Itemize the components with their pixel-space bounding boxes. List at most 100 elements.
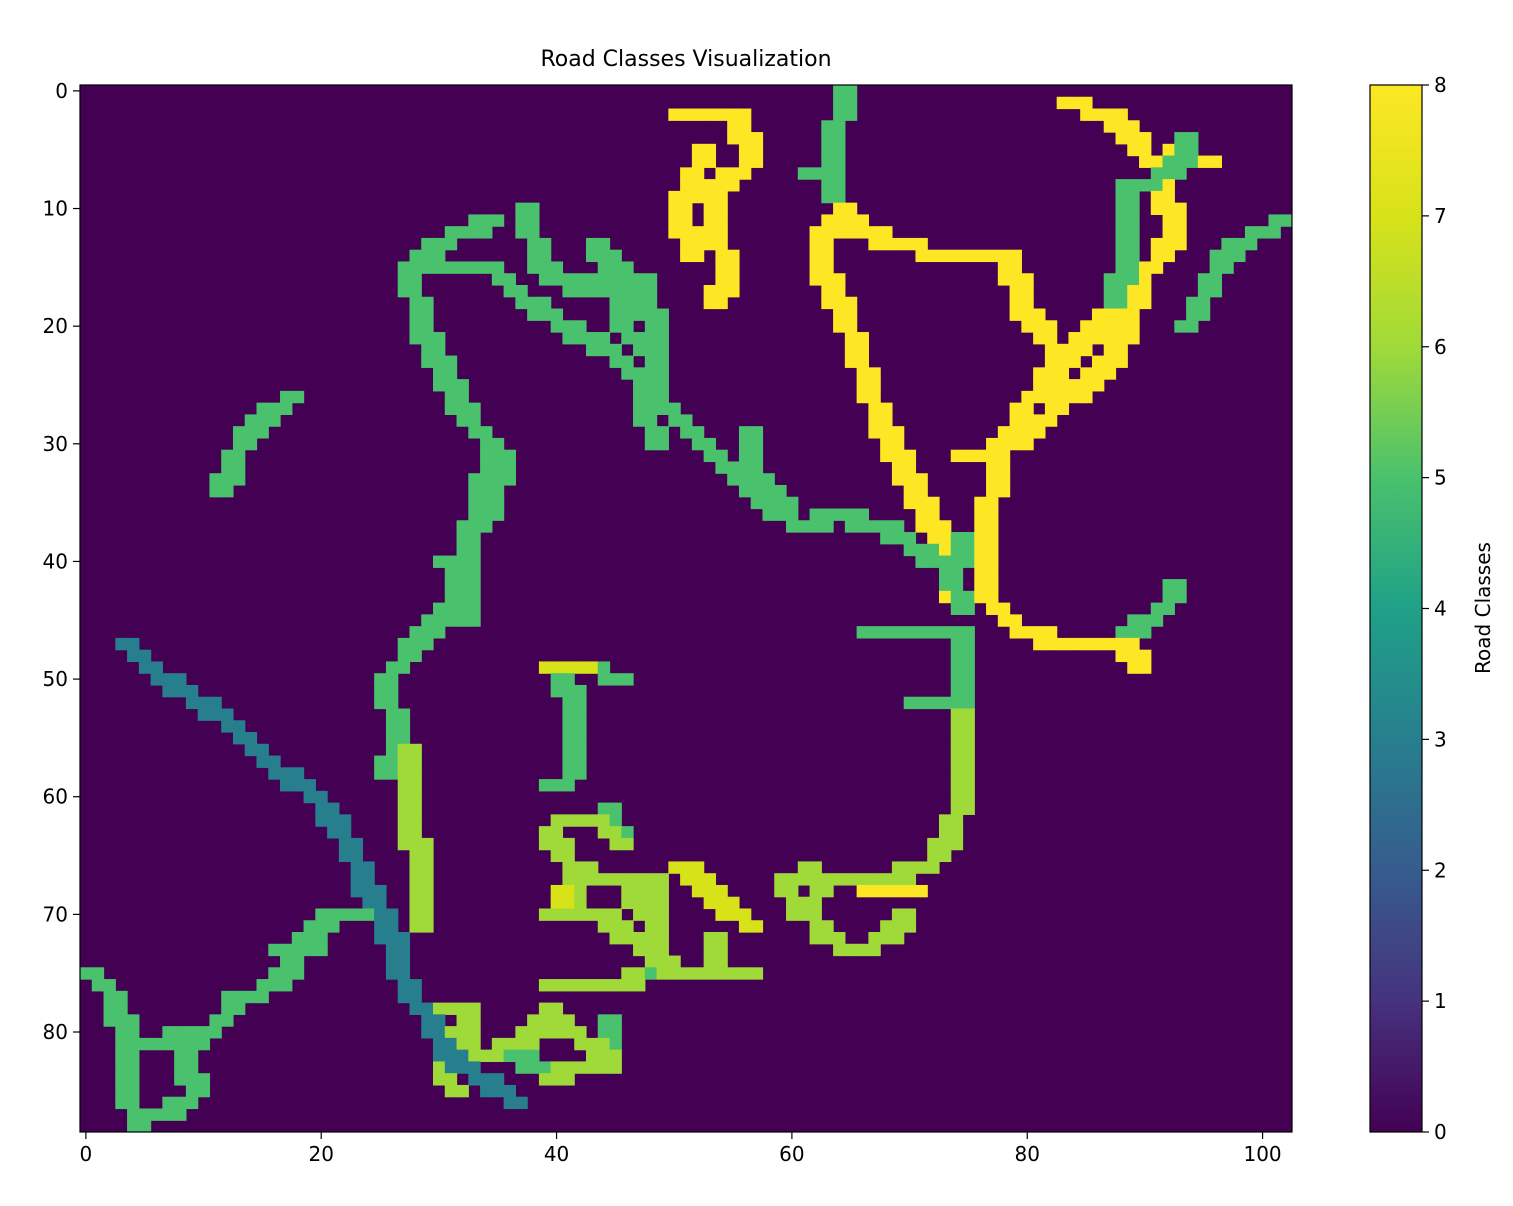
heatmap-cell [515,202,528,215]
heatmap-cell [938,532,952,545]
colorbar: 0 1 2 3 4 5 6 7 8 Road Classes [1369,73,1495,1144]
heatmap-cell [456,1061,469,1074]
heatmap-cell [397,649,411,663]
heatmap-cell [291,955,305,968]
heatmap-cell [856,367,869,380]
heatmap-cell [385,684,399,698]
heatmap-cell [574,884,587,898]
heatmap-cell [738,449,752,463]
y-tick-label: 50 [43,667,68,691]
heatmap-cell [962,602,975,615]
heatmap-cell [950,555,964,568]
heatmap-cell [433,332,446,345]
heatmap-cell [1115,202,1128,215]
heatmap-cell [515,284,528,298]
y-tick-label: 60 [43,785,68,809]
heatmap-cell [409,884,422,898]
heatmap-cell [715,108,728,121]
heatmap-cell [950,743,964,757]
heatmap-cell [562,743,575,757]
heatmap-cell [468,214,481,227]
heatmap-cell [127,1073,140,1086]
heatmap-cell [421,320,434,333]
heatmap-cell [609,932,622,945]
heatmap-cell [1127,637,1140,651]
colorbar-label: Road Classes [1471,542,1495,674]
heatmap-cell [727,120,740,133]
heatmap-cell [715,296,728,310]
heatmap-cell [503,473,516,486]
heatmap-cell [574,814,587,827]
heatmap-cell [703,437,717,451]
heatmap-cell [1115,226,1128,239]
heatmap-cell [962,673,975,686]
heatmap-cell [480,484,493,498]
heatmap-cell [1209,249,1222,263]
heatmap-cell [515,1096,528,1110]
heatmap-cell [1091,637,1105,651]
heatmap-cell [550,826,564,839]
heatmap-cell [1115,179,1128,192]
heatmap-cell [562,273,575,286]
heatmap-cell [844,320,858,333]
heatmap-cell [444,614,458,627]
heatmap-cell [491,437,505,451]
heatmap-cell [91,979,105,992]
heatmap-cell [456,1037,469,1051]
heatmap-cell [397,779,411,792]
heatmap-cell [633,932,646,945]
heatmap-cell [409,896,422,910]
heatmap-cell [527,1049,540,1063]
heatmap-cell [821,508,834,521]
heatmap-cell [585,332,599,345]
heatmap-cell [715,261,728,274]
heatmap-cell [444,590,458,604]
heatmap-cell [621,967,634,980]
heatmap-cell [821,273,834,286]
heatmap-cell [433,1037,446,1051]
heatmap-cell [856,508,869,521]
heatmap-cell [644,308,658,321]
heatmap-cell [927,532,940,545]
heatmap-cell [950,802,964,815]
heatmap-cell [1174,590,1187,604]
heatmap-cell [703,296,717,310]
heatmap-cell [1197,308,1211,321]
heatmap-cell [738,108,752,121]
heatmap-cell [585,979,599,992]
heatmap-cell [903,873,917,886]
heatmap-cell [327,826,340,839]
heatmap-cell [809,908,822,921]
heatmap-cell [527,308,540,321]
heatmap-cell [986,449,999,463]
heatmap-cell [950,837,964,851]
heatmap-cell [315,943,328,957]
heatmap-cell [550,1026,564,1039]
plot-frame [79,84,1293,1133]
heatmap-cell [1021,437,1034,451]
heatmap-cell [986,520,999,533]
heatmap-cell [209,1014,222,1027]
heatmap-cell [633,896,646,910]
heatmap-cell [550,673,564,686]
heatmap-cell [185,1049,199,1063]
heatmap-cell [597,332,611,345]
heatmap-cell [491,473,505,486]
heatmap-cell [491,1037,505,1051]
heatmap-cell [644,332,658,345]
heatmap-cell [962,532,975,545]
heatmap-cell [527,261,540,274]
heatmap-cell [668,967,681,980]
heatmap-cell [1021,308,1034,321]
heatmap-cell [362,884,375,898]
heatmap-cell [268,979,281,992]
heatmap-cell [891,449,905,463]
heatmap-cell [362,873,375,886]
heatmap-cell [127,1026,140,1039]
heatmap-cell [633,908,646,921]
heatmap-cell [127,649,140,663]
heatmap-cell [127,1061,140,1074]
heatmap-cell [1115,261,1128,274]
heatmap-cell [1021,390,1034,404]
heatmap-cell [1162,190,1175,204]
